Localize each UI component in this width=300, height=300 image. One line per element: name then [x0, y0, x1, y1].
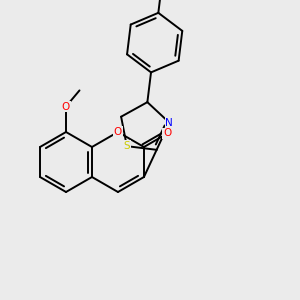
Text: N: N [165, 118, 173, 128]
Text: O: O [163, 128, 171, 139]
Text: S: S [124, 141, 130, 151]
Text: O: O [62, 101, 70, 112]
Text: O: O [114, 127, 122, 137]
